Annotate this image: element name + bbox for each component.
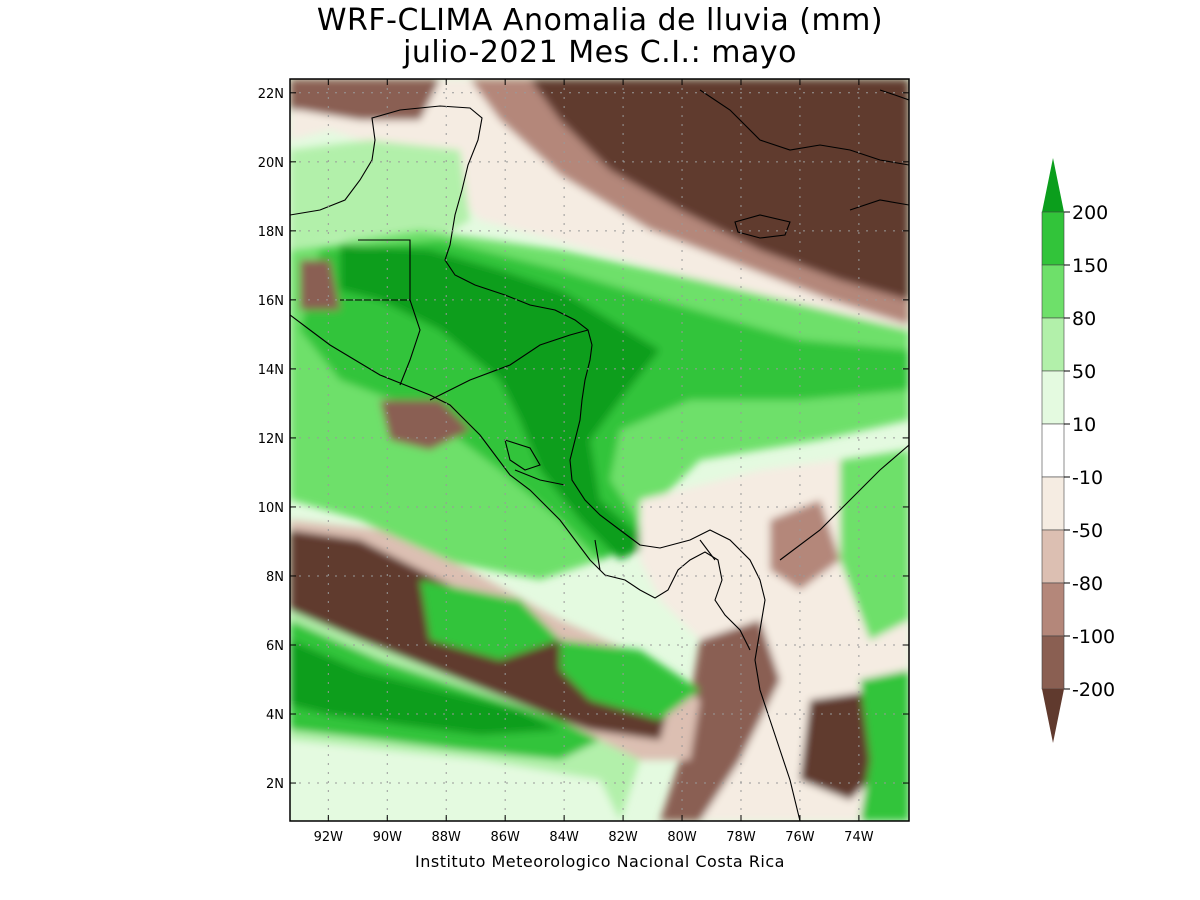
legend-label: 200 bbox=[1072, 202, 1108, 224]
lon-tick-label: 76W bbox=[785, 830, 815, 845]
lat-tick-label: 2N bbox=[266, 777, 284, 792]
legend-label: 150 bbox=[1072, 255, 1108, 277]
border-guatemala-honduras bbox=[399, 299, 421, 386]
southern-pale bbox=[290, 740, 620, 821]
latitude-axis: 22N 20N 18N 16N 14N 12N 10N 8N 6N 4N 2N bbox=[258, 87, 909, 792]
lat-tick-label: 14N bbox=[258, 363, 284, 378]
lon-tick-label: 88W bbox=[432, 830, 462, 845]
color-legend: 200 150 80 50 10 -10 -50 -80 -100 -200 bbox=[1041, 158, 1115, 743]
colombia-venezuela-border bbox=[779, 444, 909, 561]
legend-swatch bbox=[1041, 529, 1065, 584]
gulf-darien-dry bbox=[770, 500, 840, 590]
southeast-wet bbox=[860, 670, 909, 821]
legend-label: -100 bbox=[1072, 626, 1115, 648]
legend-label: 80 bbox=[1072, 308, 1096, 330]
institution-credit: Instituto Meteorologico Nacional Costa R… bbox=[415, 852, 785, 871]
legend-swatch bbox=[1041, 370, 1065, 425]
equatorial-wet-strong bbox=[290, 640, 560, 735]
border-costarica-panama bbox=[594, 539, 601, 571]
lat-tick-label: 18N bbox=[258, 225, 284, 240]
legend-swatch bbox=[1041, 423, 1065, 478]
legend-swatch bbox=[1041, 635, 1065, 690]
lat-tick-label: 12N bbox=[258, 432, 284, 447]
gulf-fonseca-dry bbox=[380, 400, 470, 450]
jamaica bbox=[734, 214, 791, 239]
legend-swatch bbox=[1041, 317, 1065, 372]
lat-tick-label: 8N bbox=[266, 570, 284, 585]
lat-tick-label: 4N bbox=[266, 708, 284, 723]
lon-tick-label: 84W bbox=[549, 830, 579, 845]
legend-arrow-top bbox=[1042, 158, 1064, 212]
lake-nicaragua bbox=[504, 439, 541, 471]
map-title-line-1: WRF-CLIMA Anomalia de lluvia (mm) bbox=[316, 3, 884, 38]
coastline-yucatan bbox=[290, 105, 801, 821]
cuba-coast bbox=[699, 89, 909, 166]
legend-arrow-bottom bbox=[1042, 689, 1064, 743]
lon-tick-label: 86W bbox=[490, 830, 520, 845]
legend-swatch bbox=[1041, 476, 1065, 531]
colombia-dry-patch-1 bbox=[660, 620, 780, 821]
colombia-wet-patch bbox=[840, 450, 909, 640]
legend-swatch bbox=[1041, 582, 1065, 637]
lon-tick-label: 74W bbox=[844, 830, 874, 845]
legend-label: -80 bbox=[1072, 573, 1103, 595]
lat-tick-label: 22N bbox=[258, 87, 284, 102]
lat-tick-label: 6N bbox=[266, 639, 284, 654]
map-frame bbox=[289, 78, 910, 822]
border-nicaragua-costarica bbox=[514, 469, 566, 486]
lon-tick-label: 92W bbox=[314, 830, 344, 845]
border-honduras-nicaragua bbox=[429, 329, 589, 401]
pacific-wet-interior bbox=[420, 580, 560, 660]
caribbean-dry-strong bbox=[530, 79, 909, 300]
pacific-wet-east bbox=[560, 640, 700, 720]
hispaniola bbox=[849, 199, 909, 211]
lon-tick-label: 80W bbox=[667, 830, 697, 845]
legend-label: -50 bbox=[1072, 520, 1103, 542]
florida-tip bbox=[879, 89, 909, 101]
anomaly-field bbox=[290, 79, 909, 821]
coastlines bbox=[290, 89, 909, 821]
lon-tick-label: 90W bbox=[373, 830, 403, 845]
lon-tick-label: 82W bbox=[608, 830, 638, 845]
legend-swatch bbox=[1041, 211, 1065, 266]
lat-tick-label: 20N bbox=[258, 156, 284, 171]
border-panama-colombia bbox=[699, 539, 716, 561]
longitude-axis: 92W 90W 88W 86W 84W 82W 80W 78W 76W 74W bbox=[314, 79, 874, 845]
lon-tick-label: 78W bbox=[726, 830, 756, 845]
legend-label: 50 bbox=[1072, 361, 1096, 383]
coastline-pacific bbox=[290, 314, 751, 651]
yucatan-wet-light bbox=[290, 140, 470, 250]
legend-label: -10 bbox=[1072, 467, 1103, 489]
legend-label: 10 bbox=[1072, 414, 1096, 436]
lat-tick-label: 10N bbox=[258, 501, 284, 516]
map-title-line-2: julio-2021 Mes C.I.: mayo bbox=[403, 35, 797, 70]
guatemala-dry bbox=[300, 260, 340, 310]
graticule bbox=[290, 79, 909, 821]
legend-swatch bbox=[1041, 264, 1065, 319]
legend-label: -200 bbox=[1072, 679, 1115, 701]
lat-tick-label: 16N bbox=[258, 294, 284, 309]
